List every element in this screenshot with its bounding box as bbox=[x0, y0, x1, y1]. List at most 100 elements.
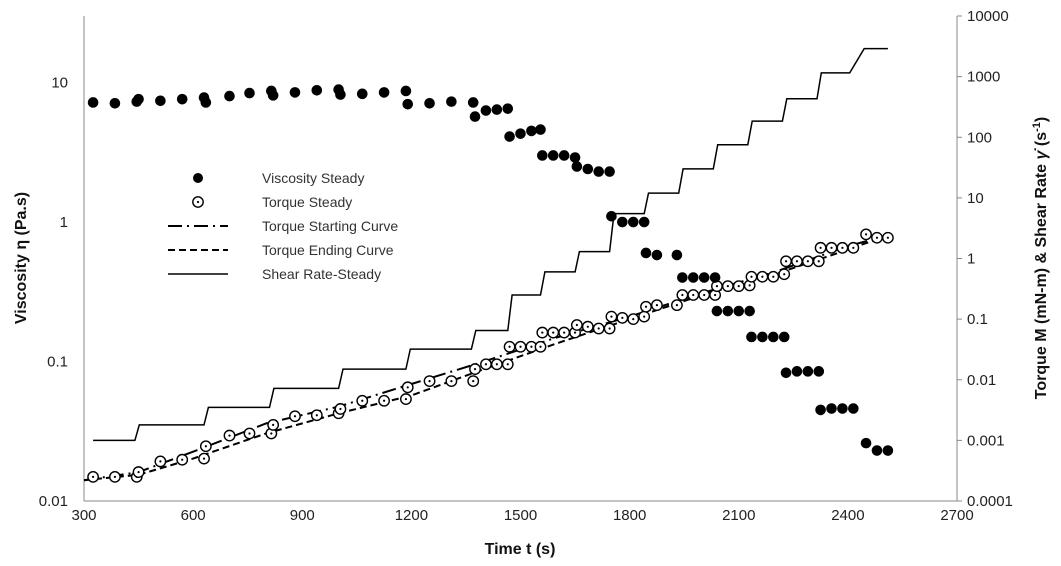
x-tick-label: 1200 bbox=[395, 507, 428, 524]
viscosity-point bbox=[356, 88, 368, 100]
torque-point-dot bbox=[181, 458, 184, 461]
torque-point-dot bbox=[748, 284, 751, 287]
viscosity-point bbox=[722, 305, 734, 317]
viscosity-point bbox=[467, 97, 479, 108]
viscosity-point bbox=[446, 96, 457, 107]
torque-point-dot bbox=[643, 315, 646, 318]
viscosity-point bbox=[535, 124, 546, 135]
viscosity-point bbox=[480, 105, 492, 116]
x-tick-label: 900 bbox=[290, 507, 315, 524]
viscosity-point bbox=[606, 210, 617, 222]
viscosity-point bbox=[780, 367, 792, 379]
viscosity-point bbox=[571, 161, 583, 172]
viscosity-point bbox=[491, 104, 503, 115]
viscosity-point bbox=[224, 90, 235, 102]
viscosity-point bbox=[469, 111, 481, 122]
viscosity-point bbox=[711, 305, 723, 317]
viscosity-point bbox=[671, 249, 683, 261]
viscosity-point bbox=[502, 103, 514, 114]
torque-point-dot bbox=[248, 432, 251, 435]
viscosity-point bbox=[244, 87, 255, 99]
x-tick-label: 2100 bbox=[722, 507, 755, 524]
y-right-tick-label: 10000 bbox=[967, 8, 1009, 25]
legend-label: Viscosity Steady bbox=[262, 170, 364, 186]
legend-item-viscosity-steady: Viscosity Steady bbox=[193, 170, 364, 186]
viscosity-point bbox=[402, 98, 414, 110]
y-left-axis-title: Viscosity η (Pa.s) bbox=[13, 192, 30, 324]
series-shear-rate-steady bbox=[93, 47, 888, 442]
viscosity-point bbox=[746, 331, 757, 343]
torque-point-dot bbox=[714, 293, 717, 297]
torque-point-dot bbox=[817, 260, 820, 263]
legend-item-torque-steady: Torque Steady bbox=[192, 194, 352, 210]
y-right-title-unit-sup: -1 bbox=[1031, 122, 1043, 132]
x-tick-label: 2700 bbox=[940, 507, 973, 524]
viscosity-point bbox=[617, 216, 628, 228]
viscosity-point bbox=[176, 93, 188, 105]
torque-point-dot bbox=[541, 331, 544, 334]
torque-point-dot bbox=[137, 470, 140, 474]
torque-ending-curve-line bbox=[83, 234, 889, 482]
torque-point-dot bbox=[91, 475, 95, 478]
viscosity-point bbox=[267, 90, 279, 101]
viscosity-point bbox=[871, 445, 883, 456]
viscosity-point bbox=[768, 331, 779, 343]
torque-point-dot bbox=[830, 246, 833, 249]
viscosity-point bbox=[813, 366, 825, 377]
viscosity-point bbox=[604, 166, 615, 177]
torque-point-dot bbox=[819, 246, 822, 249]
x-tick-labels: 300 600 900 1200 1500 1800 2100 2400 2700 bbox=[71, 507, 973, 524]
y-left-tick-label: 1 bbox=[60, 214, 68, 231]
legend-label: Torque Ending Curve bbox=[262, 242, 394, 258]
y-right-title-unit-open: (s bbox=[1033, 132, 1050, 151]
viscosity-point bbox=[378, 87, 390, 98]
legend-label: Torque Starting Curve bbox=[262, 218, 398, 234]
torque-point-dot bbox=[293, 415, 297, 418]
torque-point-dot bbox=[519, 345, 522, 348]
legend-marker-dot bbox=[196, 200, 200, 204]
viscosity-point bbox=[569, 152, 581, 163]
viscosity-point bbox=[815, 404, 826, 416]
x-tick-label: 600 bbox=[181, 507, 206, 524]
legend-label: Shear Rate-Steady bbox=[262, 266, 381, 282]
legend-item-shear-rate-steady: Shear Rate-Steady bbox=[168, 266, 381, 282]
viscosity-point bbox=[802, 366, 814, 377]
viscosity-point bbox=[733, 305, 745, 317]
torque-point-dot bbox=[806, 260, 809, 263]
viscosity-point bbox=[504, 131, 515, 142]
torque-point-dot bbox=[552, 331, 555, 334]
torque-point-dot bbox=[692, 293, 695, 297]
y-right-tick-labels: 0.0001 0.001 0.01 0.1 1 10 100 1000 10000 bbox=[957, 8, 1013, 510]
y-right-tick-label: 1000 bbox=[967, 69, 1000, 86]
x-tick-label: 2400 bbox=[831, 507, 864, 524]
viscosity-point bbox=[582, 163, 594, 175]
torque-point-dot bbox=[361, 399, 364, 402]
torque-point-dot bbox=[159, 460, 162, 463]
viscosity-point bbox=[558, 150, 570, 161]
torque-point-dot bbox=[621, 316, 624, 319]
viscosity-point bbox=[200, 97, 212, 108]
y-left-tick-label: 0.01 bbox=[39, 493, 68, 510]
viscosity-point bbox=[133, 93, 144, 105]
shear-rate-steady-line bbox=[93, 47, 888, 442]
torque-point-dot bbox=[508, 345, 511, 348]
legend-item-torque-ending-curve: Torque Ending Curve bbox=[168, 242, 394, 258]
viscosity-point bbox=[537, 150, 548, 161]
viscosity-point bbox=[651, 249, 663, 261]
viscosity-point bbox=[744, 305, 755, 317]
torque-point-dot bbox=[675, 304, 679, 307]
torque-point-dot bbox=[841, 246, 844, 249]
y-right-tick-label: 0.001 bbox=[967, 432, 1005, 449]
torque-point-dot bbox=[315, 414, 318, 417]
viscosity-point bbox=[778, 331, 790, 343]
viscosity-point bbox=[515, 128, 526, 139]
torque-point-dot bbox=[472, 380, 475, 383]
torque-point-dot bbox=[228, 434, 231, 437]
torque-point-dot bbox=[772, 275, 775, 278]
torque-point-dot bbox=[737, 285, 740, 288]
torque-point-dot bbox=[681, 293, 684, 297]
torque-point-dot bbox=[864, 233, 868, 236]
legend: Viscosity Steady Torque Steady Torque Star… bbox=[168, 170, 398, 282]
x-tick-label: 1500 bbox=[504, 507, 537, 524]
